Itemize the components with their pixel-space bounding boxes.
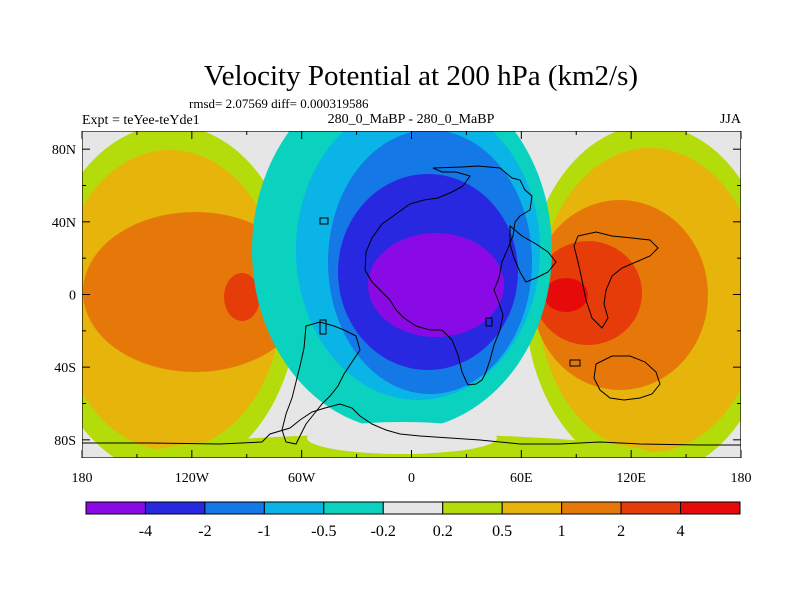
coastline-africa bbox=[364, 165, 533, 386]
coastline-antarctica bbox=[82, 403, 741, 446]
colorbar-label: -4 bbox=[139, 523, 152, 540]
coastline-australia bbox=[593, 355, 661, 401]
coastline-island bbox=[319, 217, 329, 225]
colorbar-swatch bbox=[680, 501, 741, 515]
center-label: 280_0_MaBP - 280_0_MaBP bbox=[328, 112, 495, 127]
colorbar-label: -1 bbox=[258, 523, 271, 540]
chart-title: Velocity Potential at 200 hPa (km2/s) bbox=[204, 60, 638, 92]
y-tick-label: 80N bbox=[52, 143, 76, 158]
contour-band bbox=[544, 278, 588, 312]
colorbar-swatch bbox=[620, 501, 682, 515]
colorbar-swatch bbox=[263, 501, 325, 515]
stats-label: rmsd= 2.07569 diff= 0.000319586 bbox=[189, 96, 369, 111]
y-axis: 80N 40N 0 40S 80S bbox=[52, 143, 741, 449]
x-tick-label: 60E bbox=[510, 471, 533, 486]
contour-map bbox=[82, 131, 741, 458]
x-tick-label: 120W bbox=[175, 471, 210, 486]
coastlines bbox=[82, 165, 741, 446]
y-tick-label: 80S bbox=[54, 434, 76, 449]
colorbar-label: 0.5 bbox=[492, 523, 512, 540]
colorbar-swatch bbox=[144, 501, 206, 515]
y-tick-label: 40N bbox=[52, 216, 76, 231]
colorbar-swatch bbox=[501, 501, 563, 515]
colorbar-label: 4 bbox=[677, 523, 685, 540]
y-tick-label: 0 bbox=[69, 289, 76, 304]
colorbar-swatch bbox=[561, 501, 622, 515]
colorbar-label: 1 bbox=[558, 523, 566, 540]
colorbar-swatch bbox=[382, 501, 444, 515]
coastline-arabia bbox=[509, 224, 557, 283]
season-label: JJA bbox=[720, 112, 742, 127]
x-tick-label: 120E bbox=[616, 471, 646, 486]
colorbar-swatch bbox=[85, 501, 146, 515]
colorbar-label: -0.5 bbox=[311, 523, 336, 540]
coastline-island bbox=[485, 317, 493, 327]
contour-band bbox=[224, 273, 260, 321]
colorbar-swatch bbox=[442, 501, 503, 515]
colorbar-label: -0.2 bbox=[371, 523, 396, 540]
colorbar: -4 -2 -1 -0.5 -0.2 0.2 0.5 1 2 4 bbox=[85, 501, 741, 540]
x-tick-label: 60W bbox=[288, 471, 316, 486]
contour-bands bbox=[82, 131, 741, 458]
coastline-maritime bbox=[573, 231, 659, 329]
x-tick-label: 180 bbox=[731, 471, 752, 486]
coastline-south-america bbox=[281, 321, 361, 445]
x-axis: 180 120W 60W 0 60E 120E 180 bbox=[72, 131, 752, 486]
contour-band bbox=[534, 241, 642, 345]
contour-band bbox=[83, 212, 307, 372]
coastline-island bbox=[569, 359, 581, 367]
contour-band bbox=[368, 233, 504, 337]
colorbar-label: 2 bbox=[617, 523, 625, 540]
x-tick-label: 180 bbox=[72, 471, 93, 486]
x-tick-label: 0 bbox=[408, 471, 415, 486]
colorbar-swatch bbox=[323, 501, 384, 515]
colorbar-label: 0.2 bbox=[433, 523, 453, 540]
experiment-label: Expt = teYee-teYde1 bbox=[82, 113, 200, 128]
y-tick-label: 40S bbox=[54, 361, 76, 376]
colorbar-label: -2 bbox=[198, 523, 211, 540]
coastline-island bbox=[319, 319, 327, 335]
contour-band bbox=[307, 422, 497, 454]
colorbar-swatch bbox=[204, 501, 265, 515]
